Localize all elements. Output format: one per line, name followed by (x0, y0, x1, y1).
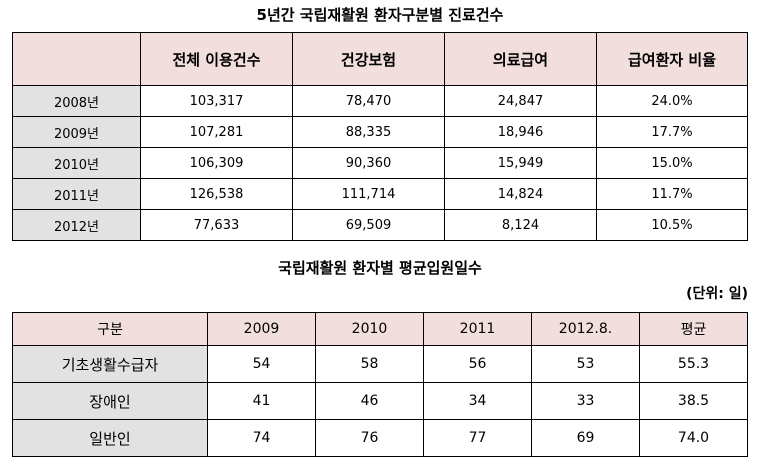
header-medical-aid: 의료급여 (444, 32, 597, 86)
total-cell: 126,538 (140, 178, 293, 210)
table1-header-row: 전체 이용건수 건강보험 의료급여 급여환자 비율 (12, 32, 748, 86)
header-average: 평균 (639, 312, 748, 346)
header-total: 전체 이용건수 (140, 32, 293, 86)
table2-title: 국립재활원 환자별 평균입원일수 (278, 259, 482, 277)
year-cell: 2009년 (12, 116, 141, 148)
ratio-cell: 15.0% (596, 147, 748, 179)
average-cell: 38.5 (639, 382, 748, 420)
header-2009: 2009 (207, 312, 316, 346)
unit-label: (단위: 일) (686, 286, 748, 302)
table-row: 2010년 106,309 90,360 15,949 15.0% (12, 147, 748, 179)
ratio-cell: 17.7% (596, 116, 748, 148)
table1-corner-cell (12, 32, 141, 86)
table-row: 2011년 126,538 111,714 14,824 11.7% (12, 178, 748, 210)
year-cell: 2012년 (12, 209, 141, 241)
table-row: 2009년 107,281 88,335 18,946 17.7% (12, 116, 748, 148)
value-cell: 58 (315, 345, 424, 383)
header-aid-ratio: 급여환자 비율 (596, 32, 748, 86)
aid-cell: 15,949 (444, 147, 597, 179)
category-cell: 기초생활수급자 (12, 345, 208, 383)
insurance-cell: 69,509 (292, 209, 445, 241)
header-2011: 2011 (423, 312, 532, 346)
header-2010: 2010 (315, 312, 424, 346)
category-cell: 장애인 (12, 382, 208, 420)
value-cell: 46 (315, 382, 424, 420)
total-cell: 106,309 (140, 147, 293, 179)
insurance-cell: 88,335 (292, 116, 445, 148)
aid-cell: 8,124 (444, 209, 597, 241)
avg-hospital-days-table: 구분 2009 2010 2011 2012.8. 평균 기초생활수급자 54 … (12, 312, 748, 457)
total-cell: 77,633 (140, 209, 293, 241)
value-cell: 77 (423, 419, 532, 457)
ratio-cell: 10.5% (596, 209, 748, 241)
table-row: 기초생활수급자 54 58 56 53 55.3 (12, 345, 748, 383)
header-category: 구분 (12, 312, 208, 346)
value-cell: 34 (423, 382, 532, 420)
average-cell: 55.3 (639, 345, 748, 383)
value-cell: 33 (531, 382, 640, 420)
ratio-cell: 11.7% (596, 178, 748, 210)
header-2012: 2012.8. (531, 312, 640, 346)
year-cell: 2008년 (12, 85, 141, 117)
insurance-cell: 111,714 (292, 178, 445, 210)
aid-cell: 24,847 (444, 85, 597, 117)
table-row: 2012년 77,633 69,509 8,124 10.5% (12, 209, 748, 241)
treatment-count-table: 전체 이용건수 건강보험 의료급여 급여환자 비율 2008년 103,317 … (12, 32, 748, 241)
value-cell: 69 (531, 419, 640, 457)
value-cell: 74 (207, 419, 316, 457)
value-cell: 54 (207, 345, 316, 383)
category-cell: 일반인 (12, 419, 208, 457)
year-cell: 2011년 (12, 178, 141, 210)
table-row: 장애인 41 46 34 33 38.5 (12, 382, 748, 420)
total-cell: 107,281 (140, 116, 293, 148)
insurance-cell: 78,470 (292, 85, 445, 117)
total-cell: 103,317 (140, 85, 293, 117)
aid-cell: 14,824 (444, 178, 597, 210)
value-cell: 53 (531, 345, 640, 383)
ratio-cell: 24.0% (596, 85, 748, 117)
value-cell: 41 (207, 382, 316, 420)
insurance-cell: 90,360 (292, 147, 445, 179)
header-insurance: 건강보험 (292, 32, 445, 86)
aid-cell: 18,946 (444, 116, 597, 148)
table1-title: 5년간 국립재활원 환자구분별 진료건수 (256, 6, 504, 24)
table2-header-row: 구분 2009 2010 2011 2012.8. 평균 (12, 312, 748, 346)
year-cell: 2010년 (12, 147, 141, 179)
table-row: 2008년 103,317 78,470 24,847 24.0% (12, 85, 748, 117)
value-cell: 56 (423, 345, 532, 383)
value-cell: 76 (315, 419, 424, 457)
average-cell: 74.0 (639, 419, 748, 457)
table-row: 일반인 74 76 77 69 74.0 (12, 419, 748, 457)
